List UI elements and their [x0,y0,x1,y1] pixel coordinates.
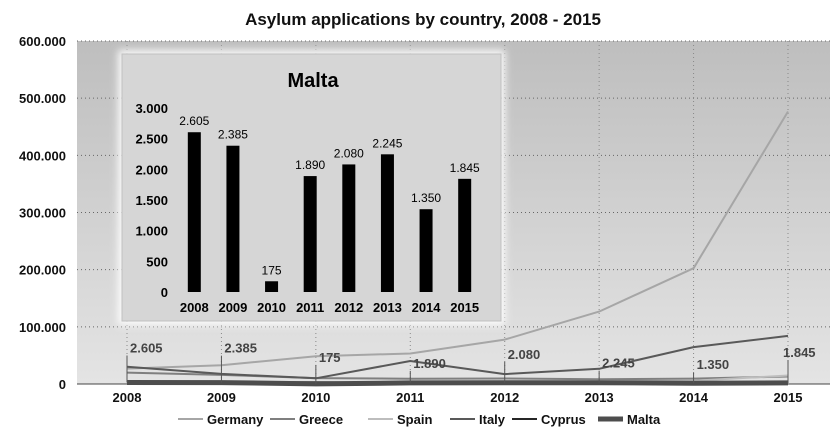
main-x-tick-label: 2014 [679,390,709,405]
legend-label-cyprus: Cyprus [541,412,586,427]
main-x-tick-label: 2015 [774,390,803,405]
inset-y-tick-label: 1.000 [135,224,168,239]
inset-y-tick-label: 2.500 [135,132,168,147]
main-x-tick-label: 2010 [301,390,330,405]
inset-bar [265,281,279,292]
main-y-tick-label: 100.000 [19,320,66,335]
inset-bar [419,209,433,292]
main-y-tick-label: 600.000 [19,34,66,49]
inset-x-tick-label: 2014 [412,300,442,315]
main-y-tick-label: 500.000 [19,91,66,106]
inset-x-tick-label: 2012 [334,300,363,315]
series-line-italy [126,334,789,380]
inset-bar [187,132,201,292]
chart-title: Asylum applications by country, 2008 - 2… [245,10,601,29]
inset-x-tick-label: 2013 [373,300,402,315]
inset-y-tick-label: 3.000 [135,101,168,116]
inset-bar-value-label: 2.080 [334,146,364,160]
inset-bar [303,176,317,292]
inset-bar-value-label: 2.245 [372,136,402,150]
legend: Germany Greece Spain Italy Cyprus Malta [178,412,661,427]
malta-data-label: 2.385 [224,341,257,356]
inset-bar [342,164,356,292]
inset-chart: Malta 0 500 1.000 1.500 2.000 2.500 3.000 2.60… [118,50,505,325]
inset-y-tick-label: 1.500 [135,193,168,208]
legend-label-malta: Malta [627,412,661,427]
main-x-axis: 2008 2009 2010 2011 2012 2013 2014 2015 [113,390,803,405]
inset-y-tick-label: 0 [161,285,168,300]
main-y-tick-label: 0 [59,377,66,392]
main-y-tick-label: 200.000 [19,263,66,278]
malta-data-label: 1.890 [413,356,446,371]
main-y-tick-label: 400.000 [19,148,66,163]
legend-label-greece: Greece [299,412,343,427]
inset-x-tick-label: 2015 [450,300,479,315]
legend-label-germany: Germany [207,412,264,427]
main-x-tick-label: 2013 [585,390,614,405]
inset-y-axis: 0 500 1.000 1.500 2.000 2.500 3.000 [135,101,168,300]
inset-bar [458,178,472,292]
malta-data-label: 2.605 [130,341,163,356]
main-x-tick-label: 2011 [396,390,424,405]
inset-x-tick-label: 2009 [218,300,247,315]
main-series-lines [126,110,789,387]
inset-y-tick-label: 500 [146,254,168,269]
main-y-tick-label: 300.000 [19,206,66,221]
inset-bar-value-label: 2.605 [179,114,209,128]
inset-bars: 2.605 2008 2.385 2009 175 2010 1.890 2011 2.080 2… [179,114,480,315]
malta-data-label: 2.245 [602,356,635,371]
main-y-axis: 0 100.000 200.000 300.000 400.000 500.000 600.… [19,34,66,392]
main-x-tick-label: 2008 [113,390,142,405]
inset-y-tick-label: 2.000 [135,162,168,177]
inset-bar-value-label: 1.845 [450,161,480,175]
malta-data-label: 1.845 [783,345,816,360]
inset-bar-value-label: 175 [262,263,282,277]
series-line-germany [126,110,789,370]
legend-label-italy: Italy [479,412,506,427]
inset-x-tick-label: 2010 [257,300,286,315]
inset-bar [226,145,240,292]
inset-bar-value-label: 1.350 [411,191,441,205]
inset-title: Malta [287,70,339,92]
main-x-tick-label: 2009 [207,390,236,405]
main-x-tick-label: 2012 [490,390,519,405]
legend-label-spain: Spain [397,412,432,427]
inset-x-tick-label: 2008 [180,300,209,315]
inset-bar [380,154,394,292]
inset-bar-value-label: 1.890 [295,158,325,172]
main-data-labels: 2.605 2.385 175 1.890 2.080 2.245 1.350 1.845 [126,341,816,384]
malta-data-label: 2.080 [508,347,541,362]
inset-x-tick-label: 2011 [296,300,324,315]
malta-data-label: 175 [319,350,341,365]
series-line-malta [126,380,789,387]
inset-bar-value-label: 2.385 [218,128,248,142]
malta-data-label: 1.350 [697,357,730,372]
